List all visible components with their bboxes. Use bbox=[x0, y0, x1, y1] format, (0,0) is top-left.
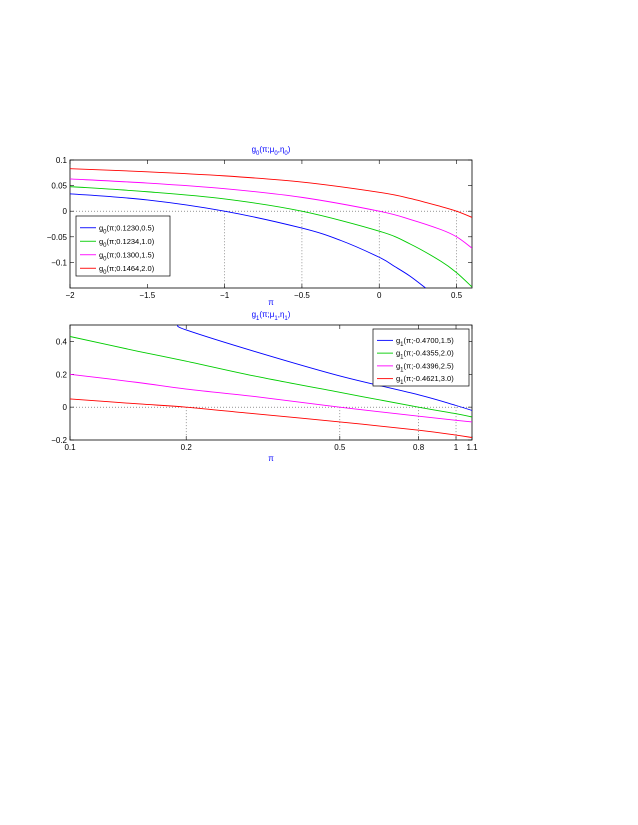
subscript-text: 0 bbox=[103, 229, 107, 235]
subscript-text: 0 bbox=[103, 243, 107, 249]
x-tick-label-2: −1 bbox=[220, 291, 230, 300]
chart-1: 0.1 0.2 0.5 0.8 1 1.1−0.200.20.4g1(π;μ1,η1)πg… bbox=[51, 310, 478, 463]
y-tick-label-4: 0.1 bbox=[56, 156, 68, 165]
text-run: (π;-0.4396,2.5) bbox=[404, 361, 455, 370]
text-run: ) bbox=[288, 145, 291, 154]
subscript-text: 0 bbox=[284, 151, 288, 157]
y-tick-label-3: 0.05 bbox=[51, 182, 67, 191]
legend-entry-2: g0(π;0.1300,1.5) bbox=[99, 250, 155, 262]
text-run: g bbox=[396, 361, 400, 370]
legend-entry-3: g0(π;0.1464,2.0) bbox=[99, 264, 155, 276]
subscript-text: 1 bbox=[274, 316, 278, 322]
chart-title: g1(π;μ1,η1) bbox=[252, 310, 291, 322]
subscript-text: 1 bbox=[400, 342, 404, 348]
subscript-text: 1 bbox=[256, 316, 260, 322]
series-line-1 bbox=[70, 186, 472, 288]
y-tick-label-1: 0 bbox=[63, 403, 68, 412]
series-line-1 bbox=[70, 336, 472, 418]
text-run: g bbox=[252, 145, 256, 154]
series-line-0 bbox=[70, 193, 426, 288]
text-run: g bbox=[252, 310, 256, 319]
subscript-text: 1 bbox=[400, 367, 404, 373]
subscript-text: 1 bbox=[400, 380, 404, 386]
x-axis-label: π bbox=[268, 298, 274, 307]
subscript-text: 0 bbox=[274, 151, 278, 157]
x-tick-label-3: −0.5 bbox=[294, 291, 310, 300]
text-run: g bbox=[396, 374, 400, 383]
text-run: ,η bbox=[278, 310, 285, 319]
series-line-2 bbox=[70, 178, 472, 249]
y-tick-label-3: 0.4 bbox=[56, 337, 68, 346]
series-line-2 bbox=[70, 373, 472, 423]
x-tick-label-3: 0.8 bbox=[413, 443, 425, 452]
text-run: ) bbox=[288, 310, 291, 319]
x-tick-label-4: 1 bbox=[454, 443, 459, 452]
x-axis-label: π bbox=[268, 454, 274, 463]
legend: g1(π;-0.4700,1.5)g1(π;-0.4355,2.0)g1(π;-… bbox=[372, 328, 470, 387]
series-line-3 bbox=[70, 398, 472, 438]
legend-entry-0: g1(π;-0.4700,1.5) bbox=[396, 336, 454, 348]
legend-entry-3: g1(π;-0.4621,3.0) bbox=[396, 374, 454, 386]
y-tick-label-1: −0.05 bbox=[47, 233, 68, 242]
text-run: (π;-0.4700,1.5) bbox=[404, 336, 455, 345]
text-run: (π;0.1234,1.0) bbox=[107, 237, 155, 246]
text-run: (π;0.1464,2.0) bbox=[107, 264, 155, 273]
x-tick-label-4: 0 bbox=[377, 291, 382, 300]
legend-entry-1: g0(π;0.1234,1.0) bbox=[99, 237, 155, 249]
legend-entry-0: g0(π;0.1230,0.5) bbox=[99, 223, 155, 235]
text-run: g bbox=[99, 250, 103, 259]
series-group bbox=[70, 325, 472, 438]
y-tick-label-0: −0.2 bbox=[51, 436, 67, 445]
x-tick-label-5: 1.1 bbox=[466, 443, 478, 452]
y-tick-label-2: 0 bbox=[63, 207, 68, 216]
y-tick-label-2: 0.2 bbox=[56, 370, 68, 379]
x-tick-label-5: 0.5 bbox=[451, 291, 463, 300]
text-run: (π;0.1300,1.5) bbox=[107, 250, 155, 259]
x-tick-label-1: −1.5 bbox=[139, 291, 155, 300]
x-tick-label-0: 0.1 bbox=[64, 443, 76, 452]
legend-entry-2: g1(π;-0.4396,2.5) bbox=[396, 361, 454, 373]
y-tick-label-0: −0.1 bbox=[51, 258, 67, 267]
series-line-0 bbox=[177, 325, 472, 411]
text-run: (π;μ bbox=[259, 145, 274, 154]
chart-0: −2 −1.5 −1 −0.5 0 0.5−0.1−0.0500.050.1g0(π;μ0… bbox=[47, 145, 473, 307]
text-run: g bbox=[99, 264, 103, 273]
series-group bbox=[70, 168, 472, 288]
text-run: (π;μ bbox=[259, 310, 274, 319]
legend-entry-1: g1(π;-0.4355,2.0) bbox=[396, 349, 454, 361]
x-tick-label-2: 0.5 bbox=[334, 443, 346, 452]
text-run: (π;-0.4621,3.0) bbox=[404, 374, 455, 383]
legend-box bbox=[75, 215, 171, 277]
legend: g0(π;0.1230,0.5)g0(π;0.1234,1.0)g0(π;0.1… bbox=[75, 215, 171, 277]
text-run: (π;0.1230,0.5) bbox=[107, 223, 155, 232]
chart-title: g0(π;μ0,η0) bbox=[252, 145, 291, 157]
x-tick-label-0: −2 bbox=[65, 291, 75, 300]
text-run: g bbox=[99, 223, 103, 232]
legend-box bbox=[372, 328, 470, 387]
x-tick-label-1: 0.2 bbox=[181, 443, 193, 452]
text-run: ,η bbox=[278, 145, 285, 154]
subscript-text: 0 bbox=[256, 151, 260, 157]
text-run: (π;-0.4355,2.0) bbox=[404, 349, 455, 358]
text-run: g bbox=[396, 349, 400, 358]
text-run: g bbox=[99, 237, 103, 246]
series-line-3 bbox=[70, 168, 472, 218]
subscript-text: 1 bbox=[400, 355, 404, 361]
subscript-text: 0 bbox=[103, 270, 107, 276]
subscript-text: 0 bbox=[103, 256, 107, 262]
text-run: g bbox=[396, 336, 400, 345]
subscript-text: 1 bbox=[284, 316, 288, 322]
